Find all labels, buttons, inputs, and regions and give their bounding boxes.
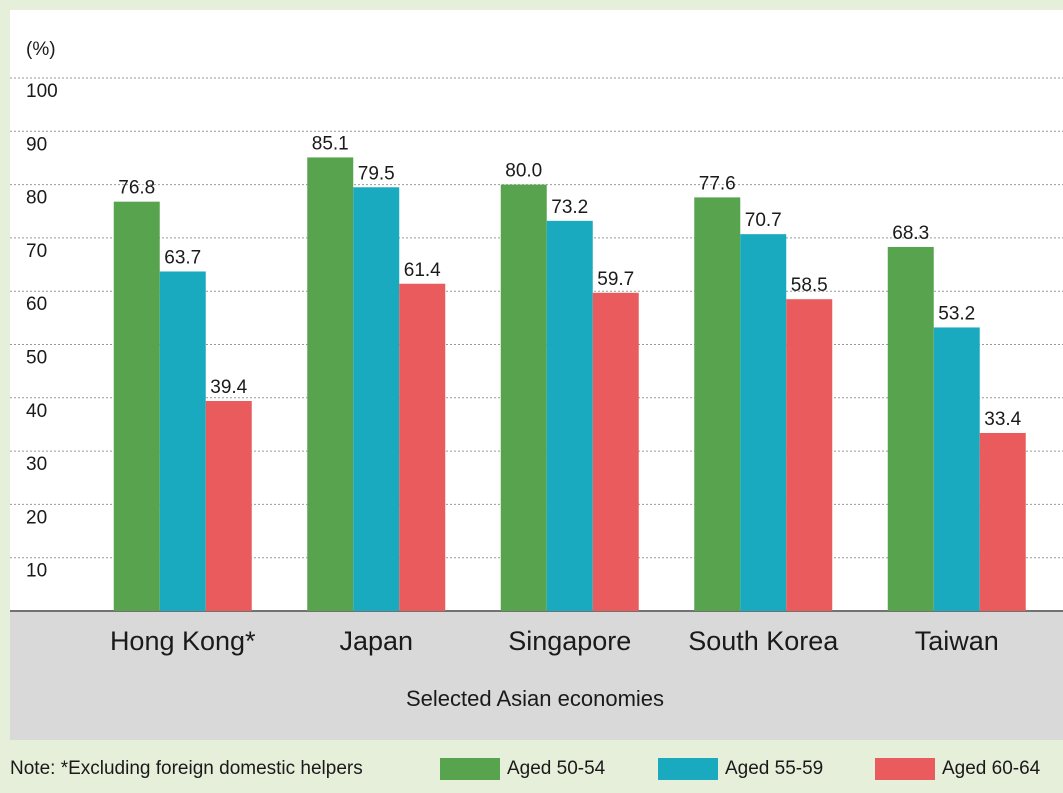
- y-tick-label: 100: [26, 81, 58, 102]
- x-tick-label: Taiwan: [915, 626, 999, 656]
- value-label: 59.7: [597, 269, 634, 290]
- bar: [353, 187, 400, 611]
- value-label: 76.8: [118, 178, 155, 199]
- y-tick-label: 40: [26, 401, 47, 422]
- bar: [740, 234, 787, 611]
- x-tick-label: Hong Kong*: [110, 626, 256, 656]
- axis-band: [10, 612, 1063, 740]
- value-label: 53.2: [938, 303, 975, 324]
- y-tick-label: 30: [26, 454, 47, 475]
- legend-swatch: [875, 758, 935, 780]
- bar: [887, 246, 934, 611]
- y-tick-label: 90: [26, 134, 47, 155]
- y-tick-label: 50: [26, 348, 47, 369]
- value-label: 63.7: [164, 247, 201, 268]
- bar: [546, 220, 593, 611]
- note: Note: *Excluding foreign domestic helper…: [10, 758, 363, 779]
- bar: [307, 157, 354, 612]
- value-label: 58.5: [791, 275, 828, 296]
- value-label: 39.4: [210, 377, 247, 398]
- value-label: 33.4: [984, 409, 1021, 430]
- bar: [786, 299, 833, 611]
- y-tick-label: 80: [26, 188, 47, 209]
- value-label: 77.6: [699, 173, 736, 194]
- y-tick-label: 20: [26, 507, 47, 528]
- x-axis-label: Selected Asian economies: [406, 686, 664, 711]
- legend-label: Aged 55-59: [725, 758, 823, 779]
- value-label: 70.7: [745, 210, 782, 231]
- x-tick-label: Japan: [339, 626, 413, 656]
- y-tick-label: 70: [26, 241, 47, 262]
- legend-swatch: [658, 758, 718, 780]
- bar: [500, 184, 547, 611]
- bar: [399, 283, 446, 611]
- value-label: 68.3: [892, 223, 929, 244]
- y-tick-label: 10: [26, 561, 47, 582]
- x-tick-label: South Korea: [688, 626, 839, 656]
- bar: [694, 197, 741, 611]
- value-label: 61.4: [404, 260, 441, 281]
- bar: [113, 201, 160, 611]
- bar: [592, 292, 639, 611]
- legend-label: Aged 50-54: [507, 758, 606, 779]
- bar: [933, 327, 980, 611]
- y-tick-label: 60: [26, 294, 47, 315]
- x-tick-label: Singapore: [508, 626, 631, 656]
- bar: [205, 400, 252, 611]
- value-label: 79.5: [358, 163, 395, 184]
- value-label: 73.2: [551, 197, 588, 218]
- bar: [979, 432, 1026, 611]
- legend-swatch: [440, 758, 500, 780]
- bar: [159, 271, 206, 611]
- value-label: 80.0: [505, 161, 542, 182]
- legend-label: Aged 60-64: [942, 758, 1041, 779]
- y-unit-label: (%): [26, 39, 56, 60]
- value-label: 85.1: [312, 133, 349, 154]
